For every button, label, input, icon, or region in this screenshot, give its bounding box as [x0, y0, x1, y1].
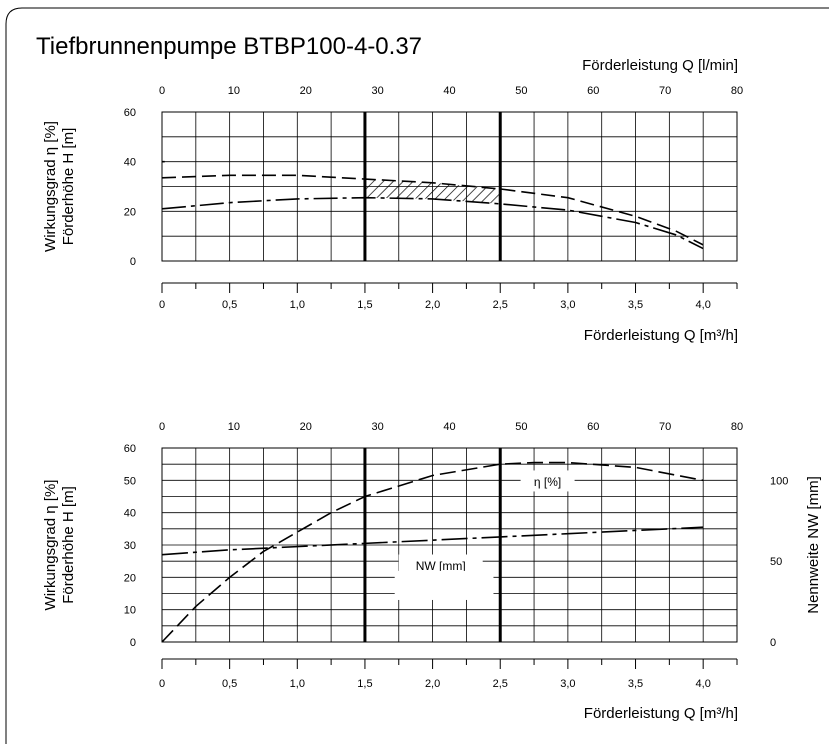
label-gap — [394, 570, 494, 600]
chart-bottom: 0 10 20 30 40 50 60 Wirkungsgrad η [%] Förderhöh… — [42, 421, 822, 722]
x-tick-label: 0,5 — [222, 299, 237, 311]
top-tick-label: 60 — [587, 421, 599, 433]
y-tick-label: 10 — [124, 605, 136, 617]
top-tick-label: 30 — [372, 85, 384, 97]
x-tick-label: 1,0 — [290, 299, 305, 311]
plot-area-border — [161, 447, 738, 643]
series-label-bg — [520, 470, 575, 492]
y2-tick-label: 0 — [770, 637, 776, 649]
y-tick-label: 40 — [124, 508, 136, 520]
y2-axis-label: Nennweite NW [mm] — [805, 476, 822, 614]
top-tick-label: 50 — [515, 85, 527, 97]
top-tick-label: 80 — [731, 85, 743, 97]
series-line — [161, 461, 704, 643]
y-axis-label: Förderhöhe H [m] — [60, 486, 77, 604]
x-tick-label: 2,0 — [425, 299, 440, 311]
x-tick-label: 3,5 — [628, 678, 643, 690]
y-tick-label: 40 — [124, 157, 136, 169]
series-line — [161, 196, 704, 250]
top-tick-label: 60 — [587, 85, 599, 97]
x-tick-label: 2,0 — [425, 678, 440, 690]
top-tick-label: 80 — [731, 421, 743, 433]
top-tick-label: 50 — [515, 421, 527, 433]
series-line — [161, 174, 704, 246]
y-tick-label: 20 — [124, 206, 136, 218]
x-tick-label: 0 — [159, 299, 165, 311]
top-tick-label: 0 — [159, 421, 165, 433]
top-tick-label: 10 — [228, 421, 240, 433]
x-tick-label: 4,0 — [696, 678, 711, 690]
series-line — [161, 526, 704, 556]
top-tick-label: 20 — [300, 421, 312, 433]
chart-top: 0 20 40 60 Wirkungsgrad η [%] Förderhöhe H [m… — [42, 57, 743, 344]
x-tick-label: 2,5 — [493, 678, 508, 690]
x-tick-label: 0,5 — [222, 678, 237, 690]
series-label: NW [mm] — [416, 559, 466, 573]
top-tick-label: 20 — [300, 85, 312, 97]
x-tick-label: 3,5 — [628, 299, 643, 311]
y-tick-label: 50 — [124, 475, 136, 487]
top-tick-label: 30 — [372, 421, 384, 433]
x-tick-label: 0 — [159, 678, 165, 690]
y2-tick-label: 50 — [770, 556, 782, 568]
x-tick-label: 1,5 — [357, 678, 372, 690]
figure-title: Tiefbrunnenpumpe BTBP100-4-0.37 — [36, 33, 422, 60]
y-tick-label: 0 — [130, 637, 136, 649]
x-tick-label: 3,0 — [560, 299, 575, 311]
plot-area-border — [161, 111, 738, 262]
top-tick-label: 70 — [659, 85, 671, 97]
x-tick-label: 3,0 — [560, 678, 575, 690]
top-tick-label: 40 — [443, 85, 455, 97]
y-axis-label: Wirkungsgrad η [%] — [42, 480, 59, 611]
top-tick-label: 10 — [228, 85, 240, 97]
frame-border — [5, 7, 829, 744]
y-tick-label: 20 — [124, 572, 136, 584]
y-tick-label: 60 — [124, 107, 136, 119]
top-axis-label: Förderleistung Q [l/min] — [582, 57, 738, 74]
series-label-bg — [398, 554, 483, 576]
y-axis-label: Förderhöhe H [m] — [60, 128, 77, 246]
x-tick-label: 4,0 — [696, 299, 711, 311]
y2-tick-label: 100 — [770, 475, 788, 487]
x-tick-label: 1,0 — [290, 678, 305, 690]
top-tick-label: 40 — [443, 421, 455, 433]
x-axis-label: Förderleistung Q [m³/h] — [584, 327, 738, 344]
series-label: η [%] — [534, 475, 561, 489]
x-axis-label: Förderleistung Q [m³/h] — [584, 705, 738, 722]
x-tick-label: 1,5 — [357, 299, 372, 311]
y-tick-label: 0 — [130, 256, 136, 268]
top-tick-label: 0 — [159, 85, 165, 97]
x-tick-label: 2,5 — [493, 299, 508, 311]
top-tick-label: 70 — [659, 421, 671, 433]
y-axis-label: Wirkungsgrad η [%] — [42, 121, 59, 252]
y-tick-label: 60 — [124, 443, 136, 455]
y-tick-label: 30 — [124, 540, 136, 552]
